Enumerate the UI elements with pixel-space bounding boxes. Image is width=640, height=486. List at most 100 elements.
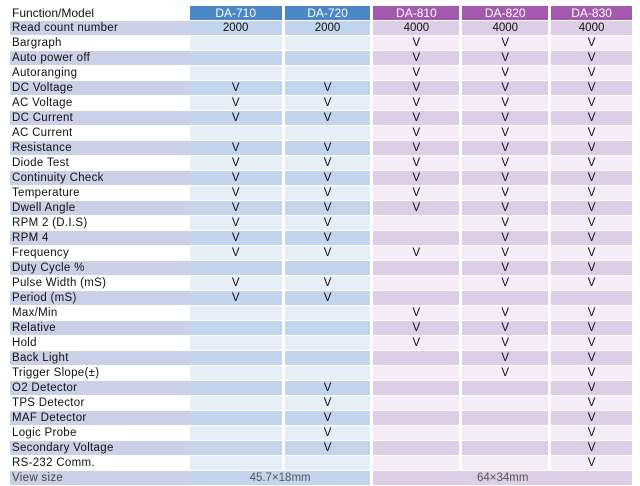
feature-value-cell: V [373,81,463,96]
feature-value-cell [373,276,463,291]
feature-value-cell: V [373,126,463,141]
feature-row: Duty Cycle % V V [10,261,632,276]
feature-value-cell: V [373,66,463,81]
feature-label: Autoranging [10,66,190,81]
feature-value-cell: V [551,126,632,141]
feature-value-cell: 2000 [284,21,374,36]
feature-row: Resistance V V V V V [10,141,632,156]
feature-value-cell: V [189,141,285,156]
feature-value-cell: V [551,156,632,171]
view-size-da8: 64×34mm [373,471,632,486]
feature-value-cell [373,291,463,306]
feature-value-cell: V [551,81,632,96]
feature-row: Back Light V V [10,351,632,366]
feature-value-cell: V [551,411,632,426]
feature-value-cell: 4000 [462,21,552,36]
feature-label: O2 Detector [10,381,190,396]
feature-value-cell: V [373,141,463,156]
feature-value-cell: V [373,111,463,126]
feature-value-cell: V [373,336,463,351]
feature-value-cell [189,366,285,381]
feature-value-cell [189,336,285,351]
feature-value-cell: V [373,246,463,261]
feature-value-cell [284,36,374,51]
feature-value-cell: V [462,366,552,381]
feature-value-cell: V [373,306,463,321]
feature-value-cell [373,231,463,246]
feature-value-cell [373,441,463,456]
feature-row: DC Voltage V V V V V [10,81,632,96]
feature-row: Secondary Voltage V V [10,441,632,456]
feature-label: Temperature [10,186,190,201]
feature-value-cell [462,291,552,306]
feature-value-cell: V [373,96,463,111]
feature-value-cell [551,291,632,306]
feature-value-cell: V [189,291,285,306]
feature-value-cell: V [462,51,552,66]
feature-value-cell: V [462,336,552,351]
feature-value-cell: V [373,201,463,216]
feature-value-cell [284,321,374,336]
feature-value-cell: V [284,156,374,171]
feature-value-cell: V [551,336,632,351]
feature-value-cell: V [284,231,374,246]
feature-value-cell [189,261,285,276]
feature-label: MAF Detector [10,411,190,426]
feature-label: Resistance [10,141,190,156]
feature-value-cell [189,306,285,321]
feature-label: Period (mS) [10,291,190,306]
feature-value-cell: V [189,171,285,186]
feature-value-cell: V [462,141,552,156]
feature-label: AC Current [10,126,190,141]
feature-row: Dwell Angle V V V V V [10,201,632,216]
feature-value-cell: V [284,81,374,96]
feature-row: AC Voltage V V V V V [10,96,632,111]
feature-value-cell: V [551,246,632,261]
feature-value-cell: V [551,351,632,366]
feature-value-cell [189,36,285,51]
feature-row: MAF Detector V V [10,411,632,426]
feature-value-cell: V [462,306,552,321]
feature-row: AC Current V V V [10,126,632,141]
feature-value-cell: V [462,36,552,51]
feature-row: DC Current V V V V V [10,111,632,126]
feature-value-cell: V [189,186,285,201]
feature-value-cell [189,381,285,396]
feature-value-cell: V [551,51,632,66]
feature-row: Temperature V V V V V [10,186,632,201]
feature-rows: Read count number 2000 2000 4000 4000 4000 Bar… [10,21,632,471]
feature-value-cell: V [551,261,632,276]
feature-value-cell: V [373,171,463,186]
feature-value-cell: V [284,396,374,411]
feature-value-cell [189,396,285,411]
feature-label: Bargraph [10,36,190,51]
feature-value-cell: V [551,366,632,381]
feature-row: Auto power off V V V [10,51,632,66]
feature-label: Max/Min [10,306,190,321]
feature-label: Continuity Check [10,171,190,186]
feature-value-cell [462,381,552,396]
feature-row: Continuity Check V V V V V [10,171,632,186]
feature-value-cell [462,426,552,441]
feature-value-cell: V [462,246,552,261]
feature-label: Diode Test [10,156,190,171]
feature-value-cell: V [462,66,552,81]
feature-value-cell: V [462,171,552,186]
feature-value-cell: V [284,186,374,201]
feature-row: Hold V V V [10,336,632,351]
feature-value-cell: 4000 [551,21,632,36]
feature-label: Trigger Slope(±) [10,366,190,381]
feature-value-cell: V [462,81,552,96]
feature-value-cell: V [551,276,632,291]
feature-value-cell: V [373,186,463,201]
feature-value-cell: V [551,441,632,456]
feature-value-cell: V [551,396,632,411]
feature-value-cell: V [373,321,463,336]
feature-value-cell: V [551,231,632,246]
feature-value-cell: V [284,111,374,126]
feature-value-cell: V [551,171,632,186]
feature-row: Read count number 2000 2000 4000 4000 4000 [10,21,632,36]
feature-value-cell [284,336,374,351]
feature-label: Secondary Voltage [10,441,190,456]
